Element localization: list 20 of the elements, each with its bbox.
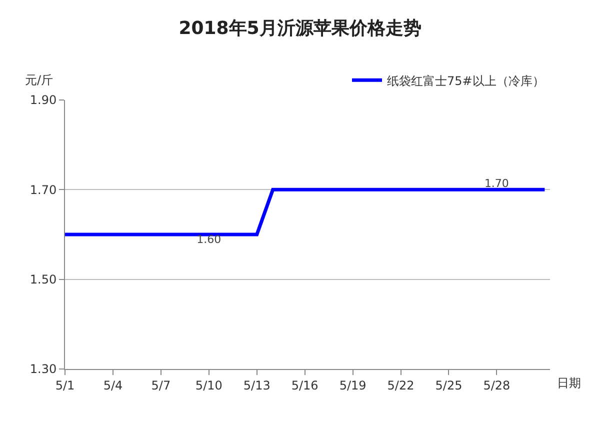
y-axis-title: 元/斤: [25, 73, 54, 87]
x-tick-label: 5/16: [291, 378, 318, 392]
x-tick-label: 5/22: [387, 378, 414, 392]
y-tick-label: 1.30: [30, 362, 57, 376]
y-tick-label: 1.50: [30, 272, 57, 287]
x-tick-label: 5/1: [55, 378, 75, 392]
y-tick-label: 1.90: [30, 93, 57, 108]
data-label: 1.70: [484, 176, 509, 190]
x-tick-label: 5/25: [435, 378, 462, 392]
x-tick-label: 5/7: [151, 378, 171, 392]
x-tick-label: 5/28: [483, 378, 510, 392]
chart-title: 2018年5月沂源苹果价格走势: [178, 18, 422, 40]
x-tick-label: 5/4: [103, 378, 123, 392]
data-label: 1.60: [196, 232, 222, 246]
x-tick-label: 5/13: [243, 378, 270, 392]
x-tick-label: 5/19: [339, 378, 366, 392]
x-tick-label: 5/10: [195, 378, 222, 392]
x-axis-title: 日期: [557, 376, 581, 390]
y-tick-label: 1.70: [30, 182, 57, 197]
legend-label: 纸袋红富士75#以上（冷库）: [387, 74, 544, 88]
